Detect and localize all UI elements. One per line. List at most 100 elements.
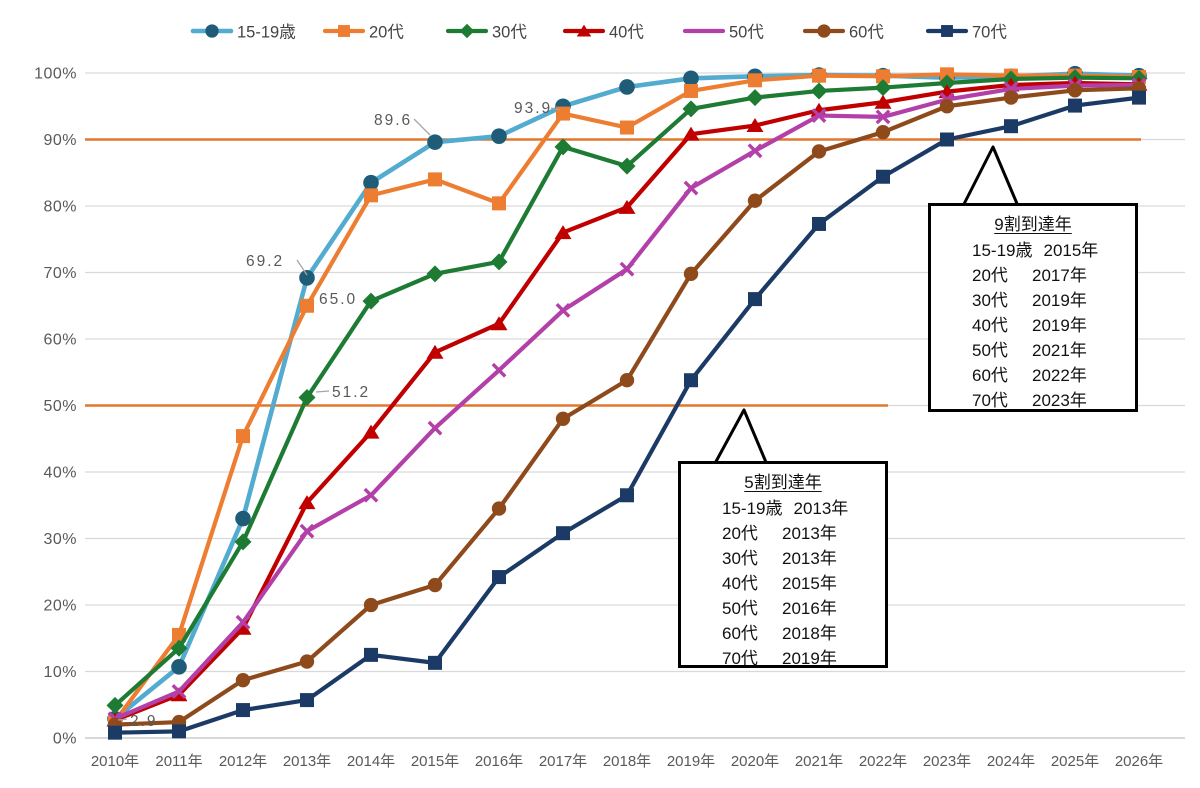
- data-point: [172, 724, 186, 739]
- reach-year-row: 70代 2023年: [972, 388, 1135, 413]
- reach-year-value: 2021年: [1032, 341, 1087, 360]
- y-axis-label: 30%: [43, 531, 77, 548]
- data-point: [875, 125, 891, 140]
- x-axis-label: 2014年: [347, 753, 395, 770]
- reach-year-row: 15-19歳 2015年: [972, 238, 1135, 263]
- reach-year-value: 2013年: [782, 549, 837, 568]
- data-label-93.9: 93.9: [514, 100, 552, 117]
- data-point: [556, 526, 570, 541]
- legend-item-70代: 70代: [925, 23, 1007, 42]
- x-axis-label: 2025年: [1051, 753, 1099, 770]
- data-point: [235, 672, 251, 688]
- data-point: [554, 138, 572, 156]
- callout-pointer-90: [961, 145, 1020, 207]
- data-point: [748, 292, 762, 307]
- data-point: [427, 134, 443, 150]
- label-leader-line: [550, 107, 561, 111]
- data-point: [620, 120, 634, 135]
- data-point: [234, 533, 252, 551]
- age-group-label: 15-19歳: [972, 241, 1033, 260]
- label-leader-line: [296, 259, 308, 276]
- data-point: [491, 501, 507, 516]
- x-axis-label: 2022年: [859, 753, 907, 770]
- reach-year-row: 15-19歳 2013年: [722, 496, 885, 521]
- series-30代: [106, 69, 1148, 714]
- legend-marker: [817, 24, 831, 38]
- data-point: [555, 303, 571, 318]
- reach-year-value: 2015年: [1043, 241, 1099, 260]
- x-axis-label: 2021年: [795, 753, 843, 770]
- data-point: [746, 118, 764, 133]
- legend-marker: [459, 23, 475, 39]
- x-axis-label: 2023年: [923, 753, 971, 770]
- data-point: [874, 79, 892, 97]
- data-point: [300, 298, 314, 313]
- data-point: [1004, 119, 1018, 134]
- data-point: [939, 99, 955, 114]
- y-axis-label: 10%: [43, 664, 77, 681]
- data-point: [299, 523, 315, 539]
- data-point: [491, 128, 507, 144]
- y-axis-label: 0%: [53, 731, 77, 748]
- data-point: [811, 108, 827, 123]
- data-point: [618, 157, 636, 175]
- data-point: [683, 266, 699, 282]
- data-point: [555, 411, 571, 426]
- legend-marker: [338, 25, 350, 37]
- y-axis-label: 100%: [34, 66, 77, 83]
- data-point: [106, 696, 124, 714]
- y-axis-label: 90%: [43, 132, 77, 149]
- legend-label: 70代: [972, 23, 1007, 42]
- data-point: [363, 597, 379, 613]
- legend-marker: [576, 24, 592, 37]
- data-point: [810, 82, 828, 100]
- callout-title: 5割到達年: [744, 473, 822, 492]
- callout-50-percent-reach: 5割到達年 15-19歳 2013年 20代 2013年 30代 2013年 40代 2015…: [678, 461, 888, 668]
- data-point: [426, 344, 444, 359]
- reach-year-row: 30代 2013年: [722, 546, 885, 571]
- data-point: [236, 703, 250, 718]
- legend-label: 30代: [492, 23, 527, 42]
- x-axis-label: 2013年: [283, 753, 331, 770]
- data-point: [363, 174, 379, 191]
- data-point: [171, 684, 187, 699]
- data-point: [684, 83, 698, 98]
- data-point: [362, 424, 380, 439]
- reach-year-value: 2016年: [782, 599, 837, 618]
- legend-label: 60代: [849, 23, 884, 42]
- data-point: [171, 659, 187, 675]
- reach-year-value: 2017年: [1032, 266, 1087, 285]
- legend-label: 40代: [609, 23, 644, 42]
- age-group-label: 60代: [972, 366, 1008, 385]
- age-group-label: 15-19歳: [722, 499, 783, 518]
- legend-item-20代: 20代: [322, 23, 404, 42]
- reach-year-value: 2023年: [1032, 391, 1087, 410]
- age-group-label: 40代: [972, 316, 1008, 335]
- data-point: [427, 577, 443, 593]
- data-point: [619, 79, 635, 95]
- data-point: [428, 172, 442, 187]
- data-point: [298, 495, 316, 510]
- data-point: [811, 144, 827, 159]
- legend-item-50代: 50代: [682, 23, 764, 42]
- reach-year-value: 2013年: [782, 524, 837, 543]
- y-axis-label: 40%: [43, 465, 77, 482]
- data-point: [683, 180, 699, 196]
- reach-year-row: 50代 2016年: [722, 596, 885, 621]
- data-point: [492, 570, 506, 585]
- y-axis-label: 50%: [43, 398, 77, 415]
- reach-year-row: 50代 2021年: [972, 338, 1135, 363]
- data-point: [876, 69, 890, 84]
- age-group-label: 60代: [722, 624, 758, 643]
- label-leader-line: [315, 390, 330, 393]
- age-group-label: 50代: [972, 341, 1008, 360]
- data-point: [298, 389, 316, 407]
- data-point: [876, 169, 890, 184]
- legend-label: 20代: [369, 23, 404, 42]
- data-point: [299, 270, 315, 286]
- data-point: [428, 655, 442, 670]
- data-label-65.0: 65.0: [319, 291, 357, 308]
- series-60代: [107, 81, 1147, 732]
- x-axis-label: 2026年: [1115, 753, 1163, 770]
